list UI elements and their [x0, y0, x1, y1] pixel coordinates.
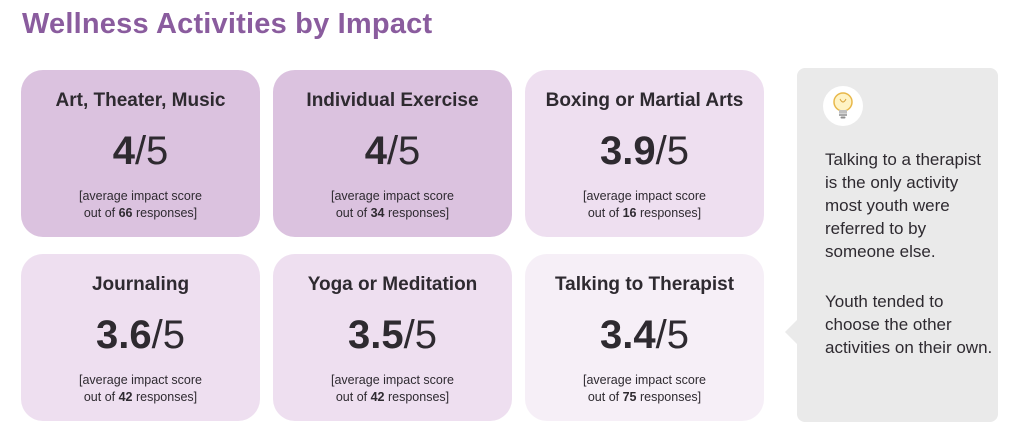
activity-name: Talking to Therapist — [554, 274, 735, 295]
score-suffix: /5 — [655, 313, 689, 357]
insight-callout: Talking to a therapist is the only activ… — [785, 68, 998, 422]
impact-score: 4/5 — [21, 127, 260, 175]
activity-name: Art, Theater, Music — [55, 90, 226, 111]
score-value: 4 — [112, 129, 135, 173]
score-value: 3.9 — [600, 129, 656, 173]
page-title: Wellness Activities by Impact — [22, 8, 433, 40]
callout-pointer — [785, 320, 797, 344]
score-note: [average impact score out of 34 response… — [273, 188, 512, 222]
impact-score: 4/5 — [273, 127, 512, 175]
note-line-1: [average impact score — [79, 373, 202, 387]
response-count: 34 — [370, 206, 385, 220]
score-value: 3.6 — [96, 313, 152, 357]
score-note: [average impact score out of 42 response… — [273, 372, 512, 406]
note-responses: responses] — [636, 390, 702, 404]
score-value: 3.4 — [600, 313, 656, 357]
note-out-of: out of — [83, 390, 119, 404]
impact-score: 3.4/5 — [525, 311, 764, 359]
score-suffix: /5 — [134, 129, 169, 173]
impact-score: 3.6/5 — [21, 311, 260, 359]
activity-name: Individual Exercise — [306, 90, 479, 111]
activity-name: Journaling — [91, 274, 190, 295]
note-line-1: [average impact score — [79, 189, 202, 203]
impact-score: 3.9/5 — [525, 127, 764, 175]
activity-card-yoga-meditation: Yoga or Meditation 3.5/5 [average impact… — [273, 254, 512, 421]
score-suffix: /5 — [403, 313, 437, 357]
score-value: 4 — [364, 129, 387, 173]
note-out-of: out of — [335, 206, 371, 220]
note-responses: responses] — [384, 206, 450, 220]
score-suffix: /5 — [386, 129, 421, 173]
note-responses: responses] — [132, 206, 198, 220]
score-note: [average impact score out of 75 response… — [525, 372, 764, 406]
score-suffix: /5 — [655, 129, 689, 173]
activity-card-talking-to-therapist: Talking to Therapist 3.4/5 [average impa… — [525, 254, 764, 421]
response-count: 16 — [622, 206, 637, 220]
note-line-1: [average impact score — [583, 373, 706, 387]
note-responses: responses] — [636, 206, 702, 220]
activity-card-individual-exercise: Individual Exercise 4/5 [average impact … — [273, 70, 512, 237]
note-line-1: [average impact score — [331, 189, 454, 203]
activity-card-boxing-martial-arts: Boxing or Martial Arts 3.9/5 [average im… — [525, 70, 764, 237]
score-suffix: /5 — [151, 313, 185, 357]
response-count: 66 — [118, 206, 133, 220]
score-note: [average impact score out of 66 response… — [21, 188, 260, 222]
note-line-1: [average impact score — [583, 189, 706, 203]
lightbulb-badge — [823, 86, 863, 126]
note-responses: responses] — [132, 390, 198, 404]
response-count: 42 — [370, 390, 385, 404]
note-responses: responses] — [384, 390, 450, 404]
impact-score: 3.5/5 — [273, 311, 512, 359]
note-out-of: out of — [83, 206, 119, 220]
score-note: [average impact score out of 16 response… — [525, 188, 764, 222]
score-value: 3.5 — [348, 313, 404, 357]
callout-text-referral: Talking to a therapist is the only activ… — [825, 150, 981, 261]
response-count: 42 — [118, 390, 133, 404]
score-note: [average impact score out of 42 response… — [21, 372, 260, 406]
activity-name: Yoga or Meditation — [307, 274, 478, 295]
note-out-of: out of — [587, 390, 623, 404]
activity-name: Boxing or Martial Arts — [545, 90, 744, 111]
response-count: 75 — [622, 390, 637, 404]
activity-card-art-theater-music: Art, Theater, Music 4/5 [average impact … — [21, 70, 260, 237]
note-out-of: out of — [587, 206, 623, 220]
lightbulb-icon — [833, 92, 853, 119]
note-out-of: out of — [335, 390, 371, 404]
callout-text-choice: Youth tended to choose the other activit… — [825, 292, 993, 357]
activity-card-journaling: Journaling 3.6/5 [average impact score o… — [21, 254, 260, 421]
note-line-1: [average impact score — [331, 373, 454, 387]
